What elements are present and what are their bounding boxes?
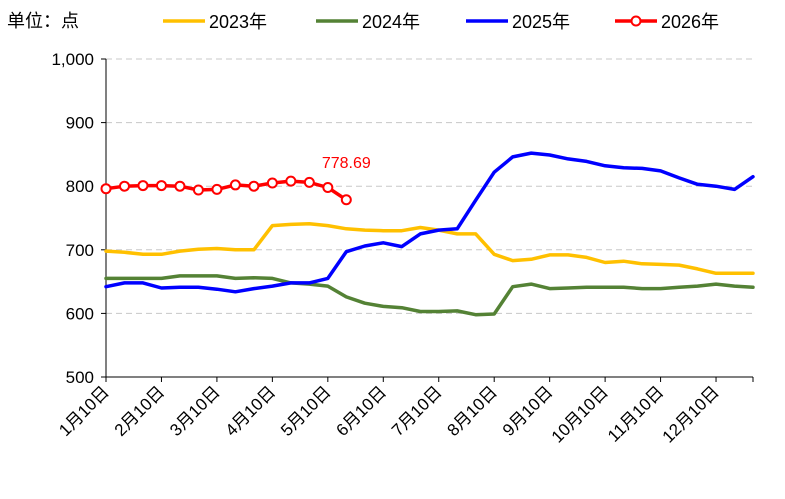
unit-label: 单位：点 [7, 11, 79, 31]
y-tick-label: 700 [66, 241, 94, 260]
series-marker [229, 179, 241, 191]
series-marker [155, 180, 167, 192]
legend-label: 2024年 [362, 12, 420, 32]
series-marker [211, 183, 223, 195]
series-marker [322, 181, 334, 193]
series-line [104, 151, 755, 294]
x-tick-label: 11月10日 [604, 382, 667, 445]
series-marker [118, 180, 130, 192]
series-marker [285, 175, 297, 187]
legend-label: 2025年 [512, 12, 570, 32]
series-marker [303, 176, 315, 188]
series-group [100, 151, 755, 317]
series-marker [100, 183, 112, 195]
x-tick-label: 1月10日 [55, 382, 113, 440]
legend-label: 2023年 [209, 12, 267, 32]
x-tick-label: 2月10日 [111, 382, 169, 440]
y-tick-label: 1,000 [51, 50, 94, 69]
x-tick-label: 9月10日 [499, 382, 557, 440]
series-marker [174, 180, 186, 192]
x-tick-label: 6月10日 [333, 382, 391, 440]
series-marker [340, 194, 352, 206]
series-line [104, 274, 755, 317]
y-tick-label: 600 [66, 304, 94, 323]
series-marker [248, 180, 260, 192]
x-tick-label: 8月10日 [443, 382, 501, 440]
x-tick-label: 4月10日 [222, 382, 280, 440]
series-marker [137, 180, 149, 192]
series-line [104, 221, 755, 276]
x-tick-label: 7月10日 [388, 382, 446, 440]
legend: 单位：点 2023年 2024年 2025年 2026年 [7, 11, 719, 32]
legend-label: 2026年 [661, 12, 719, 32]
x-tick-label: 12月10日 [659, 382, 723, 446]
x-tick-label: 3月10日 [166, 382, 224, 440]
last-value-annotation: 778.69 [322, 155, 371, 172]
x-tick-label: 10月10日 [548, 382, 612, 446]
legend-marker [630, 15, 642, 27]
y-tick-label: 900 [66, 114, 94, 133]
series-marker [192, 184, 204, 196]
y-tick-label: 500 [66, 368, 94, 387]
y-tick-label: 800 [66, 177, 94, 196]
x-tick-label: 5月10日 [277, 382, 335, 440]
axes: 500 600 700 800 900 1,000 1月10日2月10日3月10日4月10日… [51, 50, 754, 447]
gridlines [106, 58, 753, 314]
series-marker [266, 177, 278, 189]
